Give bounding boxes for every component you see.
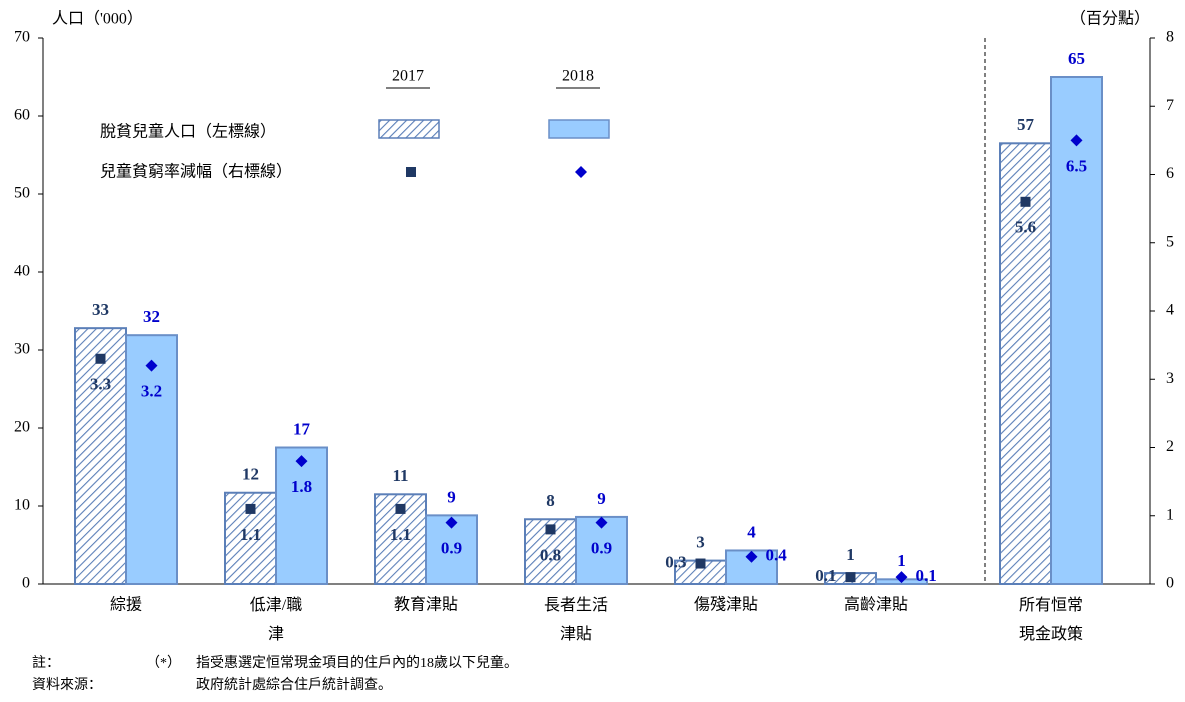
marker bbox=[895, 571, 908, 584]
bar-value-label: 32 bbox=[143, 307, 160, 326]
legend-swatch bbox=[548, 119, 610, 139]
bar-value-label: 11 bbox=[392, 466, 408, 485]
marker bbox=[545, 524, 556, 535]
bar bbox=[125, 334, 178, 585]
bar-value-label: 65 bbox=[1068, 49, 1085, 68]
marker-value-label: 0.1 bbox=[916, 566, 937, 585]
y2-tick-label: 2 bbox=[1166, 438, 1174, 455]
y2-tick-label: 8 bbox=[1166, 29, 1174, 46]
y-tick-label: 40 bbox=[14, 263, 30, 280]
x-tick-label: 傷殘津貼 bbox=[694, 596, 758, 614]
marker bbox=[245, 503, 256, 514]
source-label: 資料來源： bbox=[32, 677, 102, 693]
y-tick-label: 0 bbox=[22, 575, 30, 592]
x-tick-label: 綜援 bbox=[110, 596, 142, 614]
y-tick-label: 10 bbox=[14, 497, 30, 514]
marker bbox=[695, 558, 706, 569]
marker-value-label: 1.1 bbox=[390, 525, 411, 544]
legend-label: 脫貧兒童人口（左標線） bbox=[100, 122, 276, 141]
bar-value-label: 8 bbox=[546, 491, 555, 510]
marker-value-label: 1.1 bbox=[240, 525, 261, 544]
y-tick-label: 60 bbox=[14, 107, 30, 124]
bar bbox=[999, 142, 1052, 586]
bar-value-label: 3 bbox=[696, 533, 705, 552]
y2-tick-label: 5 bbox=[1166, 233, 1174, 250]
note-mark: （*） bbox=[146, 655, 181, 671]
bar-value-label: 1 bbox=[897, 551, 906, 570]
y-tick-label: 50 bbox=[14, 185, 30, 202]
bar bbox=[1050, 76, 1103, 585]
marker bbox=[445, 516, 458, 529]
x-tick-label-line: 津貼 bbox=[560, 625, 592, 643]
x-tick-label-line: 低津/職 bbox=[250, 596, 302, 614]
bar bbox=[74, 327, 127, 585]
bar-value-label: 9 bbox=[447, 487, 456, 506]
x-tick-label-line: 津 bbox=[268, 625, 284, 643]
y-tick-label: 30 bbox=[14, 341, 30, 358]
marker-value-label: 0.8 bbox=[540, 545, 561, 564]
legend-year: 2017 bbox=[392, 68, 424, 85]
marker bbox=[395, 503, 406, 514]
bar-value-label: 33 bbox=[92, 300, 109, 319]
legend-marker bbox=[575, 166, 587, 178]
bar-value-label: 57 bbox=[1017, 115, 1035, 134]
y2-tick-label: 6 bbox=[1166, 165, 1174, 182]
marker bbox=[145, 359, 158, 372]
marker-value-label: 6.5 bbox=[1066, 156, 1087, 175]
x-tick-label-line: 所有恒常 bbox=[1019, 596, 1083, 614]
bar-value-label: 4 bbox=[747, 522, 756, 541]
note-text: 指受惠選定恒常現金項目的住戶內的18歲以下兒童。 bbox=[196, 654, 518, 671]
y2-tick-label: 4 bbox=[1166, 302, 1174, 319]
marker-value-label: 5.6 bbox=[1015, 218, 1036, 237]
marker-value-label: 0.9 bbox=[591, 538, 612, 557]
bar-value-label: 17 bbox=[293, 419, 311, 438]
y-axis-label: 人口（'000） bbox=[52, 10, 143, 28]
marker-value-label: 0.4 bbox=[766, 546, 788, 565]
y-tick-label: 20 bbox=[14, 419, 30, 436]
x-tick-label-line: 現金政策 bbox=[1019, 625, 1083, 643]
marker-value-label: 0.3 bbox=[665, 552, 686, 571]
y2-tick-label: 1 bbox=[1166, 506, 1174, 523]
marker-value-label: 3.2 bbox=[141, 382, 162, 401]
bar-value-label: 12 bbox=[242, 465, 259, 484]
marker bbox=[595, 516, 608, 529]
marker bbox=[295, 455, 308, 468]
marker bbox=[745, 550, 758, 563]
source-text: 政府統計處綜合住戶統計調查。 bbox=[196, 677, 392, 693]
legend-year: 2018 bbox=[562, 68, 594, 85]
x-tick-label: 長者生活津貼 bbox=[544, 596, 608, 643]
y-tick-label: 70 bbox=[14, 29, 30, 46]
y2-tick-label: 3 bbox=[1166, 370, 1174, 387]
marker bbox=[845, 572, 856, 583]
marker bbox=[95, 353, 106, 364]
x-tick-label: 高齡津貼 bbox=[844, 596, 908, 614]
marker-value-label: 0.9 bbox=[441, 538, 462, 557]
x-tick-label: 所有恒常現金政策 bbox=[1019, 596, 1083, 643]
marker-value-label: 3.3 bbox=[90, 375, 111, 394]
x-tick-label: 教育津貼 bbox=[394, 596, 458, 614]
legend-swatch bbox=[378, 119, 440, 139]
bar-value-label: 9 bbox=[597, 489, 606, 508]
y2-tick-label: 0 bbox=[1166, 575, 1174, 592]
legend-label: 兒童貧窮率減幅（右標線） bbox=[100, 162, 292, 181]
x-tick-label: 低津/職津 bbox=[250, 596, 302, 643]
y2-axis-label: （百分點） bbox=[1070, 10, 1150, 28]
marker bbox=[1070, 134, 1083, 147]
marker-value-label: 0.1 bbox=[815, 566, 836, 585]
marker bbox=[1020, 196, 1031, 207]
bar-value-label: 1 bbox=[846, 545, 855, 564]
marker-value-label: 1.8 bbox=[291, 477, 312, 496]
bar bbox=[275, 446, 328, 585]
note-label: 註： bbox=[32, 655, 60, 671]
y2-tick-label: 7 bbox=[1166, 97, 1174, 114]
x-tick-label-line: 長者生活 bbox=[544, 596, 608, 614]
legend-marker bbox=[406, 167, 416, 177]
